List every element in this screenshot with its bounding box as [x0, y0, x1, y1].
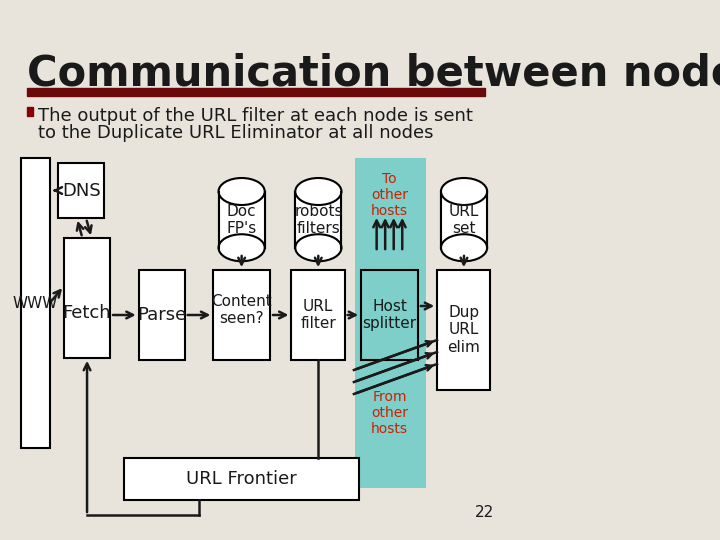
Ellipse shape — [295, 234, 341, 261]
Text: WWW: WWW — [13, 295, 58, 310]
Text: Communication between nodes: Communication between nodes — [27, 52, 720, 94]
Bar — [125, 458, 359, 500]
Bar — [219, 192, 265, 248]
Ellipse shape — [441, 178, 487, 205]
Ellipse shape — [441, 234, 487, 261]
Bar — [295, 192, 341, 248]
Bar — [361, 270, 418, 360]
Bar — [295, 192, 341, 248]
Text: Doc
FP's: Doc FP's — [227, 204, 257, 236]
Bar — [64, 238, 110, 358]
Bar — [58, 163, 104, 218]
Bar — [138, 270, 185, 360]
Ellipse shape — [295, 178, 341, 205]
Bar — [27, 88, 485, 96]
Text: The output of the URL filter at each node is sent: The output of the URL filter at each nod… — [38, 107, 473, 125]
Text: Fetch: Fetch — [63, 304, 112, 322]
Text: robots
filters: robots filters — [294, 204, 343, 236]
Bar — [27, 107, 33, 116]
Bar — [22, 158, 50, 448]
Text: URL Frontier: URL Frontier — [186, 470, 297, 488]
Ellipse shape — [219, 234, 265, 261]
Bar — [356, 158, 426, 488]
Text: 22: 22 — [474, 505, 494, 520]
Bar — [292, 270, 345, 360]
Text: Parse: Parse — [137, 306, 186, 324]
Bar — [441, 192, 487, 248]
Text: URL
set: URL set — [449, 204, 480, 236]
Text: DNS: DNS — [62, 181, 101, 199]
Bar — [437, 270, 490, 390]
Text: To
other
hosts: To other hosts — [371, 172, 408, 218]
Text: Dup
URL
elim: Dup URL elim — [447, 305, 480, 355]
Text: URL
filter: URL filter — [300, 299, 336, 331]
Text: From
other
hosts: From other hosts — [371, 390, 408, 436]
Ellipse shape — [219, 178, 265, 205]
Bar — [441, 192, 487, 248]
Bar — [213, 270, 270, 360]
Bar — [219, 192, 265, 248]
Text: Content
seen?: Content seen? — [211, 294, 272, 326]
Text: Host
splitter: Host splitter — [362, 299, 416, 331]
Text: to the Duplicate URL Eliminator at all nodes: to the Duplicate URL Eliminator at all n… — [38, 124, 434, 142]
